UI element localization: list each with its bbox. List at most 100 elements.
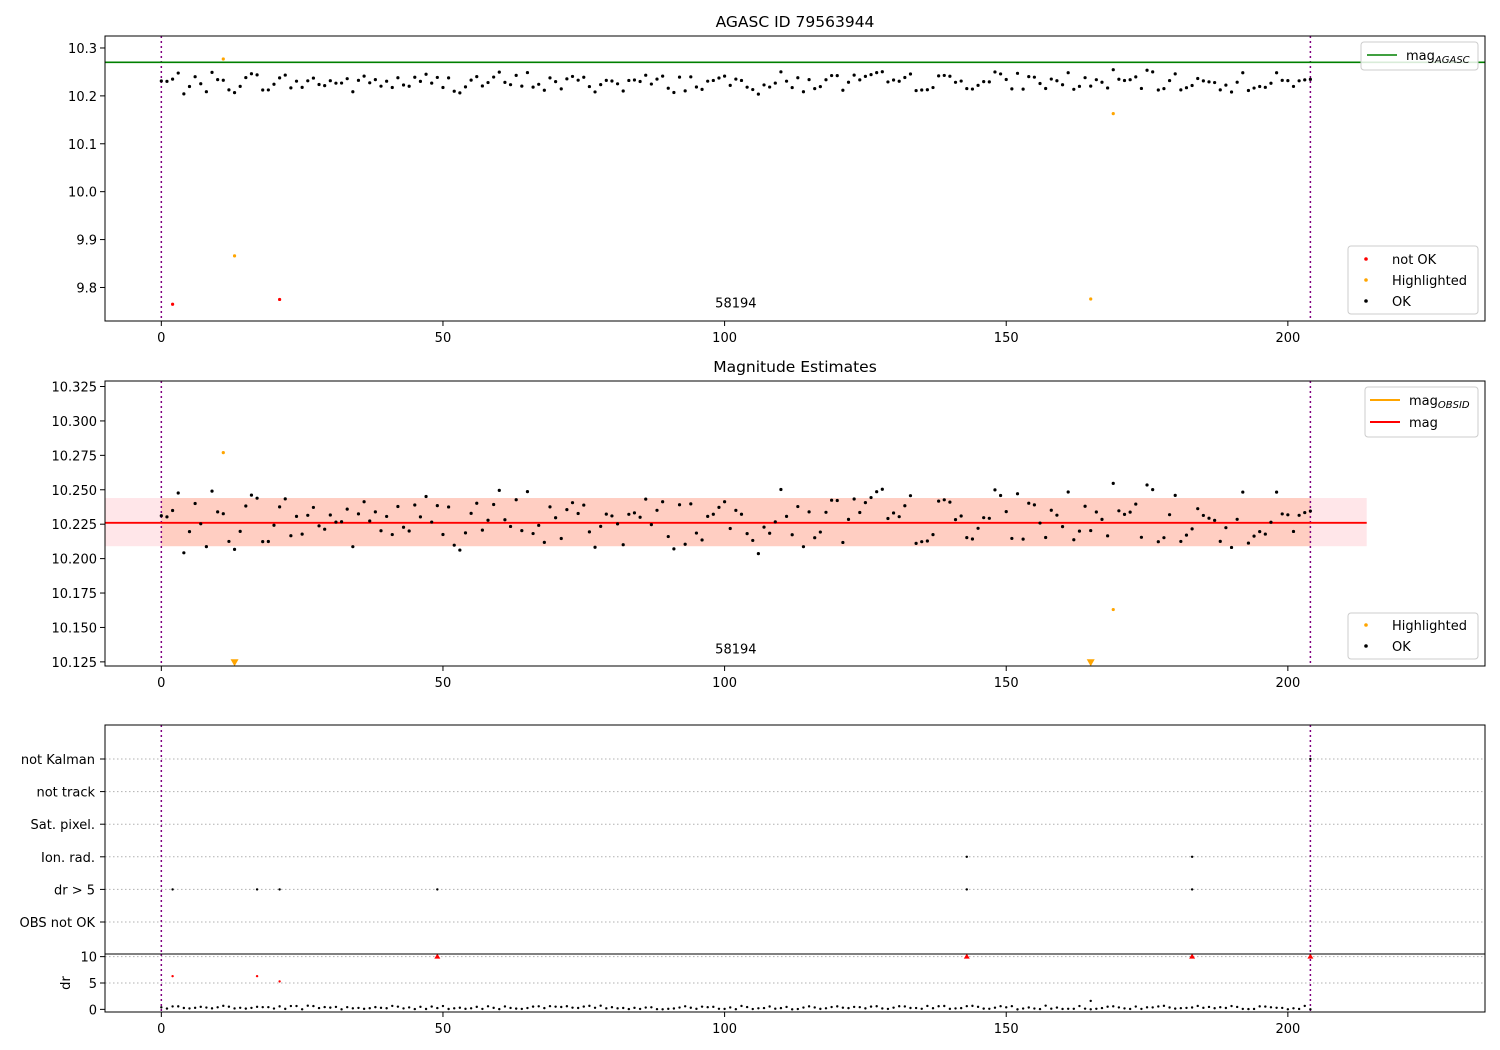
- dr-point: [255, 1005, 259, 1009]
- data-point: [565, 77, 569, 81]
- dr-point: [824, 1007, 828, 1010]
- data-point: [232, 91, 237, 95]
- dr-point: [503, 1005, 507, 1008]
- dr-point: [988, 1007, 991, 1010]
- legend-marker: [1364, 623, 1368, 627]
- data-point: [1060, 83, 1065, 87]
- data-point: [1066, 71, 1070, 75]
- data-point: [801, 90, 806, 94]
- data-point: [813, 86, 817, 91]
- data-point: [272, 523, 276, 527]
- axes-dr: 0 50 100 150 200 0 5 10 dr: [59, 951, 1486, 1037]
- data-point: [1269, 520, 1273, 524]
- dr-point: [1185, 1006, 1188, 1010]
- data-point: [1190, 83, 1194, 88]
- data-point: [525, 70, 530, 75]
- data-point: [1213, 80, 1217, 85]
- data-point: [216, 510, 220, 514]
- data-point: [1077, 84, 1082, 88]
- data-point: [852, 73, 856, 77]
- dr-point: [1112, 1005, 1115, 1008]
- data-point: [1196, 507, 1200, 511]
- data-point: [379, 529, 383, 533]
- data-point: [272, 82, 276, 86]
- data-point: [852, 497, 856, 501]
- dr-point: [458, 1006, 462, 1009]
- data-point: [1308, 77, 1312, 81]
- data-point: [1111, 607, 1115, 612]
- data-point: [463, 531, 468, 535]
- dr-point: [571, 1006, 574, 1009]
- dr-point: [1292, 1007, 1295, 1010]
- data-point: [244, 504, 248, 508]
- y-tick-label: 10.175: [52, 587, 98, 602]
- dr-point: [295, 1004, 298, 1008]
- data-point: [835, 74, 839, 78]
- dr-point: [605, 1007, 608, 1010]
- dr-point: [700, 1005, 704, 1008]
- data-point: [1303, 78, 1307, 82]
- data-point: [937, 499, 941, 503]
- data-point: [677, 503, 682, 507]
- dr-point: [323, 1005, 326, 1009]
- data-point: [1258, 84, 1262, 89]
- data-point: [1015, 492, 1020, 496]
- dr-point: [729, 1006, 732, 1009]
- data-point: [385, 514, 389, 519]
- data-point: [1044, 535, 1048, 540]
- data-point: [480, 528, 484, 532]
- dr-point: [267, 1005, 270, 1009]
- data-point: [982, 80, 986, 84]
- data-point: [796, 76, 800, 80]
- data-point: [458, 91, 462, 95]
- data-point: [953, 80, 958, 84]
- dr-point: [774, 1007, 777, 1010]
- data-point: [925, 88, 929, 92]
- data-point: [627, 78, 631, 83]
- dr-point: [171, 974, 174, 978]
- dr-point: [1005, 1006, 1008, 1009]
- data-point: [1055, 79, 1059, 83]
- dr-point: [751, 1007, 754, 1011]
- dr-point: [1016, 1008, 1019, 1011]
- flag-category-label: not Kalman: [21, 753, 95, 768]
- data-point: [1156, 540, 1160, 544]
- dr-point: [712, 1005, 715, 1009]
- data-point: [531, 531, 535, 536]
- dr-point: [757, 1007, 760, 1010]
- dr-point: [1100, 1006, 1104, 1010]
- data-point: [672, 90, 676, 95]
- data-point: [863, 74, 868, 78]
- x-tick-label: 200: [1275, 1022, 1300, 1037]
- dr-point: [193, 1006, 197, 1010]
- data-point: [621, 543, 625, 547]
- data-point: [739, 512, 744, 516]
- data-point: [328, 513, 332, 517]
- data-point: [1196, 76, 1200, 81]
- dr-point: [582, 1005, 585, 1008]
- legend-subscript: OBSID: [1438, 400, 1470, 411]
- data-point: [706, 79, 710, 83]
- data-point: [1139, 535, 1144, 539]
- data-point: [170, 77, 175, 81]
- data-point: [300, 85, 304, 89]
- data-point: [255, 73, 259, 77]
- data-point: [982, 516, 986, 520]
- dr-point: [543, 1006, 546, 1010]
- data-point: [570, 501, 575, 505]
- flag-point: [255, 888, 259, 891]
- data-point: [159, 514, 163, 518]
- data-point: [362, 500, 366, 504]
- data-point: [525, 490, 530, 494]
- dr-point: [1213, 1007, 1216, 1010]
- y-tick-label: 10.200: [52, 553, 98, 568]
- data-point: [559, 536, 563, 541]
- dr-point: [1286, 1008, 1290, 1011]
- data-point: [1252, 86, 1256, 90]
- data-point: [796, 504, 800, 509]
- data-point: [390, 85, 394, 90]
- dr-point: [1235, 1005, 1239, 1009]
- legend-label: OK: [1392, 640, 1411, 655]
- dr-point: [661, 1008, 664, 1011]
- data-point: [790, 85, 794, 90]
